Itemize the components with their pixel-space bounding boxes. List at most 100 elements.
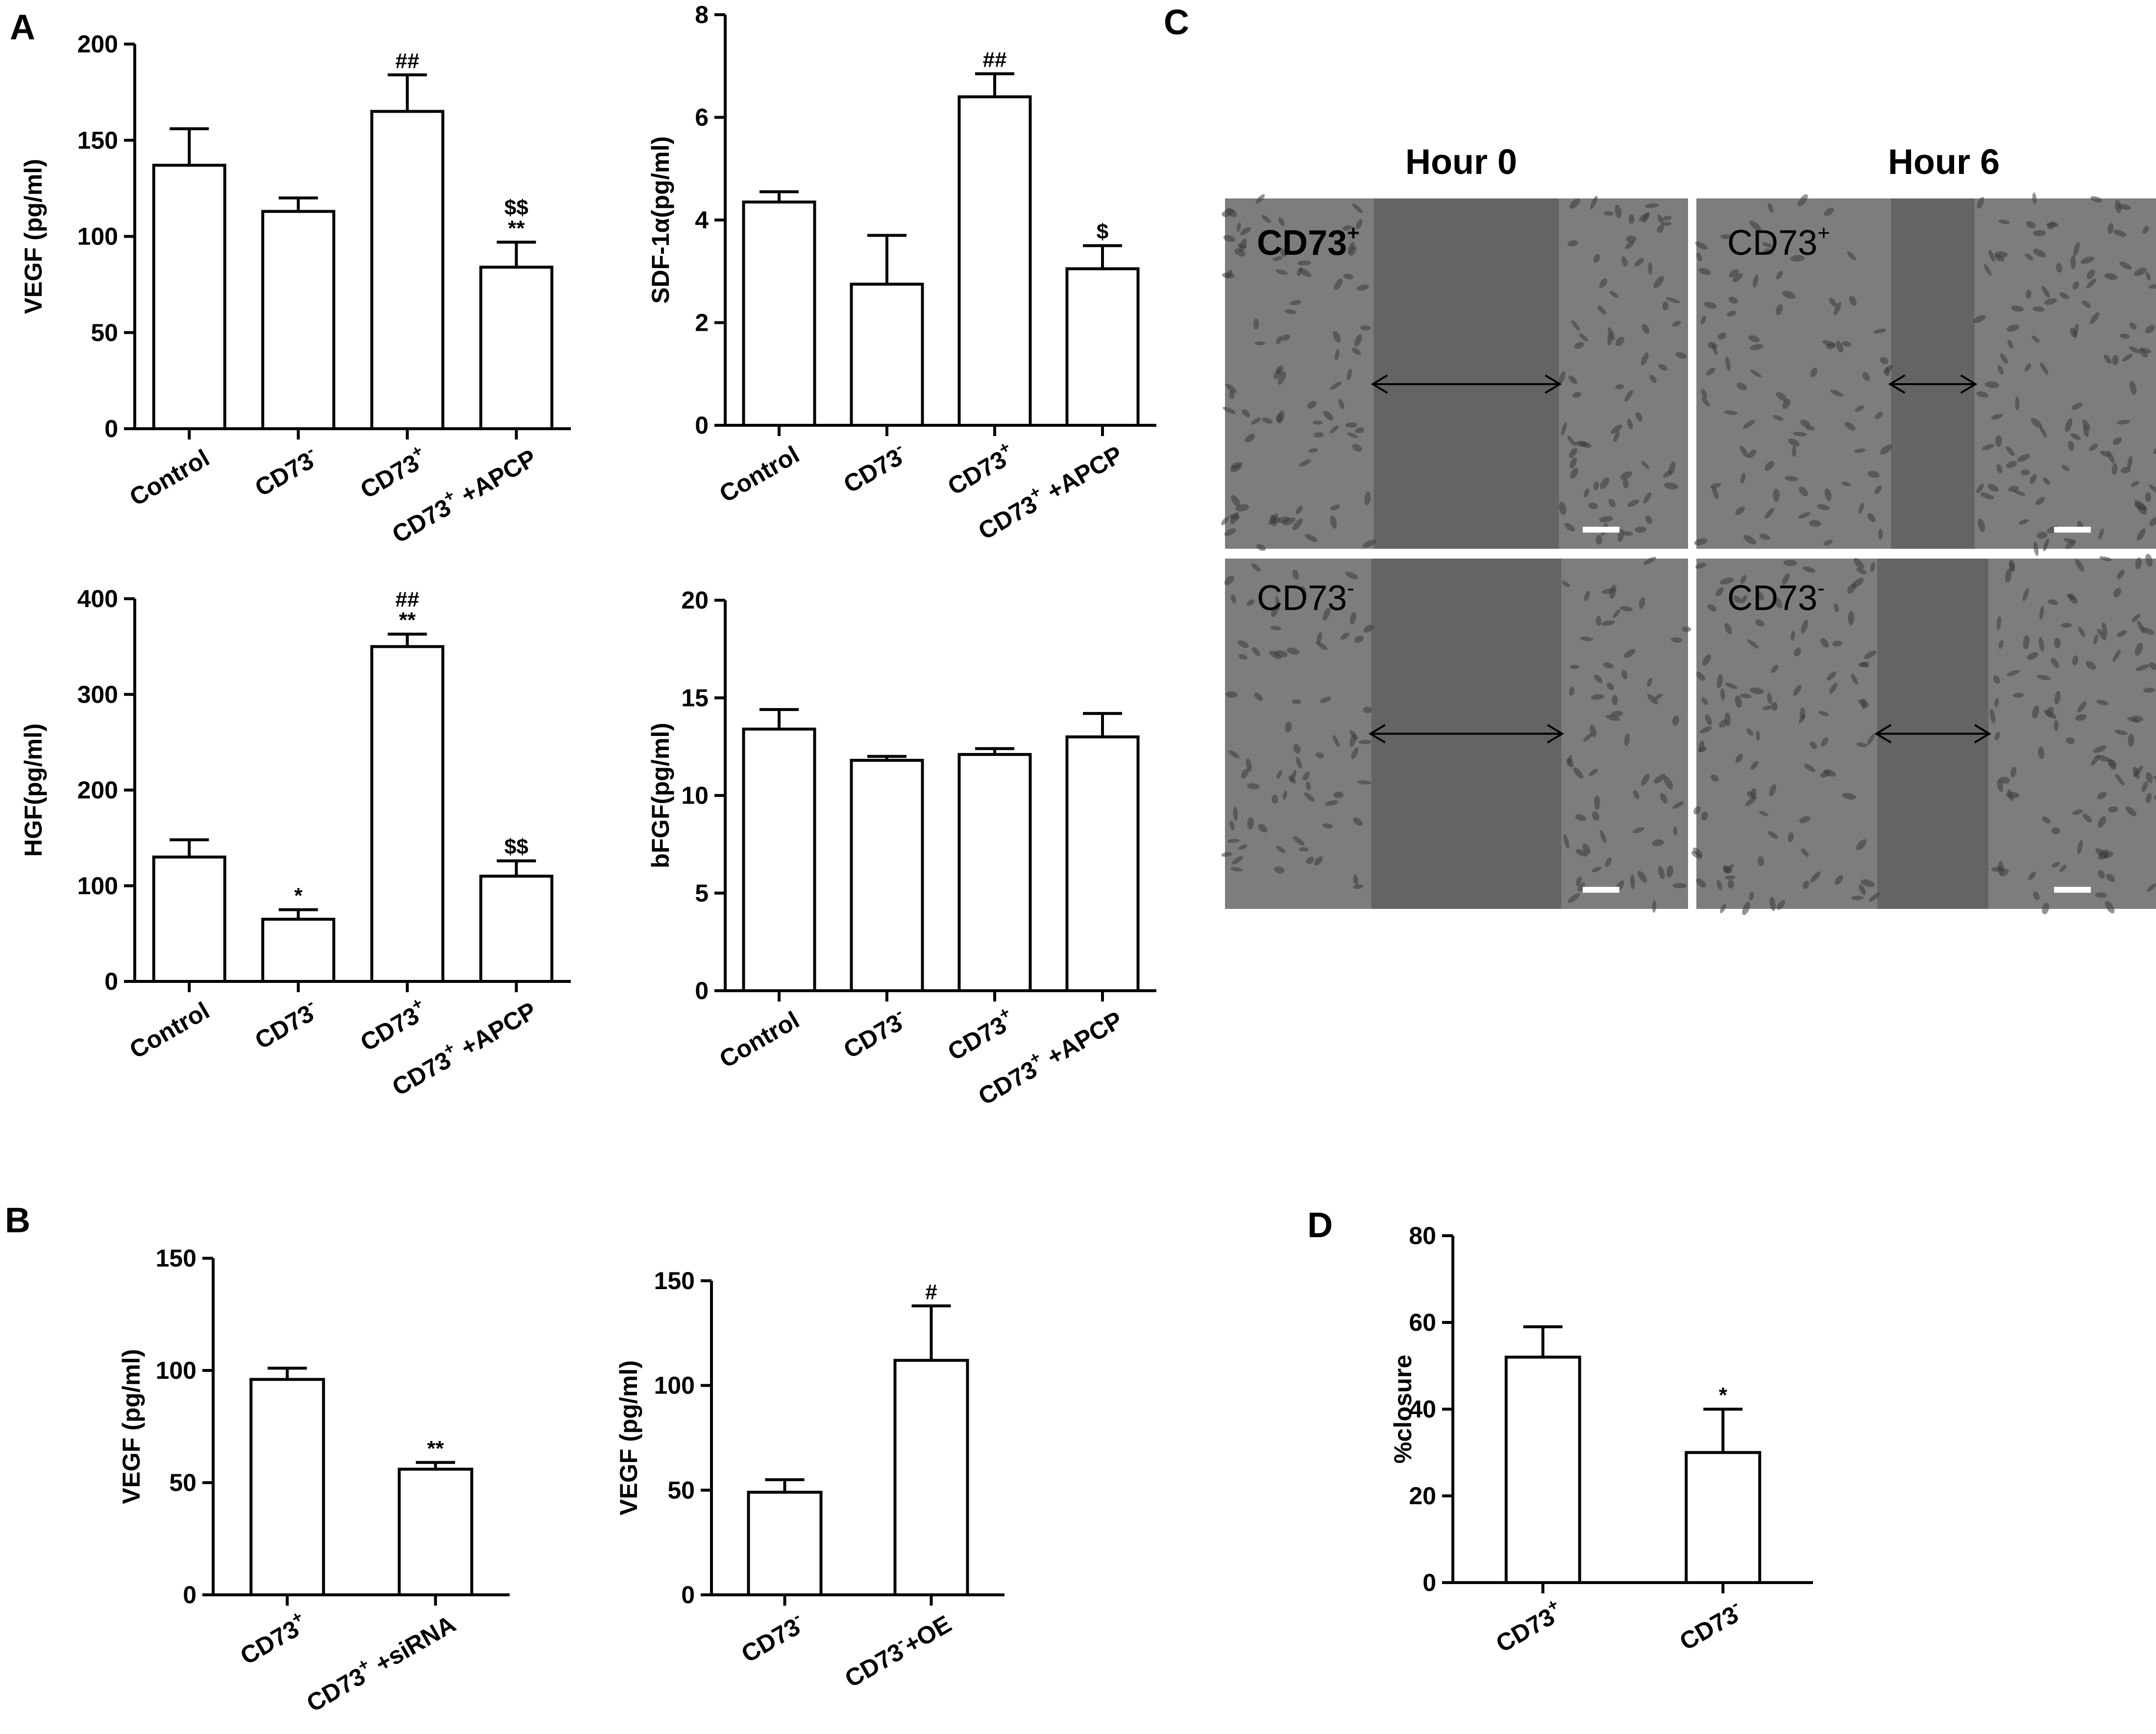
cell-mark: [1575, 849, 1588, 857]
cell-mark: [1810, 871, 1821, 883]
cell-mark: [2027, 652, 2038, 660]
cell-mark: [2051, 658, 2059, 668]
cell-mark: [1859, 662, 1869, 668]
cell-mark: [1826, 342, 1836, 349]
cell-mark: [2043, 538, 2049, 552]
cell-mark: [1720, 688, 1725, 701]
cell-mark: [1724, 623, 1732, 635]
cell-mark: [2141, 781, 2148, 792]
cell-mark: [1627, 499, 1640, 507]
cell-mark: [1793, 684, 1802, 696]
cell-mark: [1582, 843, 1591, 855]
cell-mark: [2056, 263, 2063, 273]
cell-mark: [1998, 640, 2004, 649]
y-axis-title: bFGF(pg/ml): [647, 723, 674, 868]
cell-mark: [1245, 434, 1255, 442]
cell-mark: [2032, 705, 2039, 719]
cell-mark: [2113, 587, 2121, 597]
cell-mark: [1345, 422, 1358, 428]
y-tick-label: 100: [77, 872, 118, 900]
cell-mark: [1818, 710, 1829, 716]
cell-mark: [2070, 255, 2076, 269]
cell-mark: [2007, 340, 2013, 349]
cell-mark: [1343, 225, 1352, 231]
cell-mark: [1569, 686, 1575, 696]
cell-mark: [1237, 640, 1249, 648]
cell-mark: [2120, 467, 2131, 474]
significance-marker: $$: [504, 835, 528, 859]
cell-mark: [1767, 831, 1778, 839]
cell-mark: [1993, 675, 2000, 684]
y-tick-label: 60: [1409, 1309, 1436, 1336]
cell-mark: [1792, 432, 1807, 437]
cell-mark: [1569, 457, 1577, 469]
cell-mark: [1670, 637, 1683, 643]
cell-mark: [1849, 295, 1857, 306]
cell-mark: [1297, 267, 1303, 276]
cell-mark: [1608, 327, 1615, 341]
cell-mark: [2054, 720, 2058, 731]
significance-marker: **: [508, 216, 525, 240]
cell-mark: [2059, 865, 2067, 872]
micro-label-4: CD73-: [1727, 576, 1825, 618]
cell-mark: [2096, 700, 2108, 706]
bar: [957, 753, 1032, 992]
cell-mark: [1334, 349, 1340, 361]
cell-mark: [1652, 839, 1664, 847]
cell-mark: [1991, 414, 2003, 420]
cell-mark: [1602, 588, 1616, 594]
cell-mark: [2059, 292, 2069, 299]
cell-mark: [1576, 876, 1582, 886]
cell-mark: [1315, 752, 1324, 758]
cell-mark: [2072, 655, 2079, 665]
cell-mark: [2072, 281, 2079, 290]
y-tick-label: 0: [104, 968, 118, 995]
cell-mark: [1296, 506, 1303, 514]
cell-mark: [1873, 328, 1886, 334]
cell-mark: [1262, 417, 1273, 424]
cell-mark: [1666, 297, 1680, 303]
cell-mark: [1296, 757, 1302, 769]
y-axis-title: VEGF (pg/ml): [118, 1349, 145, 1504]
arrow-head-right: [1960, 374, 1978, 394]
cell-mark: [1292, 518, 1303, 531]
cell-mark: [1732, 273, 1743, 283]
cell-mark: [2073, 242, 2080, 256]
cell-mark: [2105, 901, 2115, 914]
cell-mark: [1230, 464, 1242, 472]
y-tick-label: 20: [681, 586, 709, 614]
cell-mark: [1580, 636, 1593, 641]
cell-mark: [1794, 647, 1801, 657]
cell-mark: [1297, 260, 1311, 266]
cell-mark: [1767, 692, 1772, 704]
cell-mark: [1740, 472, 1746, 484]
cell-mark: [1647, 678, 1653, 687]
cell-mark: [1841, 482, 1851, 487]
cell-mark: [1330, 381, 1342, 390]
cell-mark: [2134, 642, 2143, 656]
cell-mark: [1353, 884, 1364, 889]
cell-mark: [1223, 235, 1236, 242]
cell-mark: [1592, 811, 1599, 821]
cell-mark: [1251, 647, 1260, 657]
cell-mark: [1749, 687, 1764, 694]
cell-mark: [1790, 631, 1795, 641]
cell-mark: [1759, 810, 1769, 816]
cell-mark: [1591, 694, 1605, 700]
cell-mark: [1747, 449, 1757, 459]
cell-mark: [1801, 848, 1809, 857]
cell-mark: [1755, 619, 1764, 627]
cell-mark: [1737, 382, 1747, 391]
micro-col-title-hour0: Hour 0: [1405, 143, 1517, 182]
cell-mark: [2099, 556, 2112, 562]
cell-mark: [2023, 635, 2030, 650]
cell-mark: [1657, 214, 1664, 224]
cell-mark: [1653, 774, 1666, 784]
cell-mark: [2080, 256, 2095, 264]
cell-mark: [1615, 337, 1624, 346]
cell-mark: [1735, 695, 1742, 708]
cell-mark: [2038, 637, 2044, 652]
cell-mark: [1307, 401, 1317, 409]
cell-mark: [1271, 605, 1278, 617]
cell-mark: [1639, 212, 1650, 221]
